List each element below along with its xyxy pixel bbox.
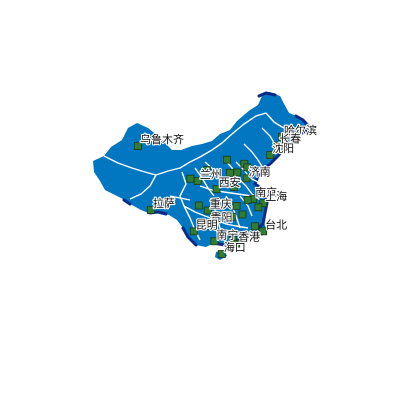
city-marker-xian [212, 185, 221, 194]
city-marker-wuhan [232, 201, 241, 210]
city-marker-macau [229, 240, 238, 248]
city-label-changchun: 长春 [279, 133, 301, 146]
city-marker-nanchang [238, 210, 247, 219]
city-label-nanjing: 南京 [255, 185, 277, 199]
city-marker-nanning [210, 237, 219, 246]
city-marker-chengdu [194, 201, 203, 210]
city-marker-changsha [227, 212, 236, 221]
city-marker-guiyang [204, 220, 213, 229]
city-marker-jinan [242, 174, 251, 183]
city-label-shenyang: 沈阳 [272, 141, 294, 155]
city-marker-taiyuan [225, 168, 234, 177]
city-marker-tianjin [243, 163, 252, 172]
city-label-harbin: 哈尔滨 [284, 123, 317, 137]
city-label-guiyang: 贵阳 [211, 211, 233, 224]
city-label-taipei: 台北 [265, 217, 287, 231]
city-label-urumqi: 乌鲁木齐 [140, 132, 184, 146]
city-marker-shanghai [259, 199, 268, 208]
city-marker-hefei [243, 196, 252, 204]
city-label-jinan: 济南 [249, 164, 271, 178]
city-marker-taipei [259, 227, 268, 236]
city-marker-shenyang [266, 151, 275, 160]
city-marker-chongqing [203, 206, 212, 215]
city-marker-fuzhou [251, 222, 259, 231]
city-marker-yinchuan [203, 166, 211, 175]
city-marker-lanzhou [193, 177, 202, 185]
city-marker-hangzhou [254, 203, 263, 212]
coastline [122, 91, 313, 247]
city-marker-hohhot [223, 155, 231, 164]
city-marker-xining [186, 174, 195, 183]
city-label-lhasa: 拉萨 [153, 196, 175, 210]
city-label-lanzhou: 兰州 [200, 168, 222, 181]
city-label-nanning: 南宁 [216, 227, 238, 241]
city-label-hongkong: 香港 [238, 231, 260, 244]
province-borders [103, 112, 293, 241]
city-marker-changchun [273, 141, 282, 150]
city-marker-haikou [217, 250, 226, 258]
city-label-shanghai: 上海 [265, 189, 287, 203]
city-label-haikou: 海口 [224, 240, 246, 254]
city-label-kunming: 昆明 [196, 218, 218, 231]
city-marker-shijiazhuang [233, 168, 242, 177]
city-marker-harbin [278, 133, 286, 141]
city-marker-lhasa [146, 206, 155, 214]
city-marker-zhengzhou [230, 182, 238, 191]
city-label-xian: 西安 [219, 175, 241, 189]
city-label-chongqing: 重庆 [210, 197, 232, 211]
city-marker-kunming [189, 227, 198, 236]
city-marker-urumqi [134, 142, 142, 151]
city-markers [134, 133, 286, 258]
